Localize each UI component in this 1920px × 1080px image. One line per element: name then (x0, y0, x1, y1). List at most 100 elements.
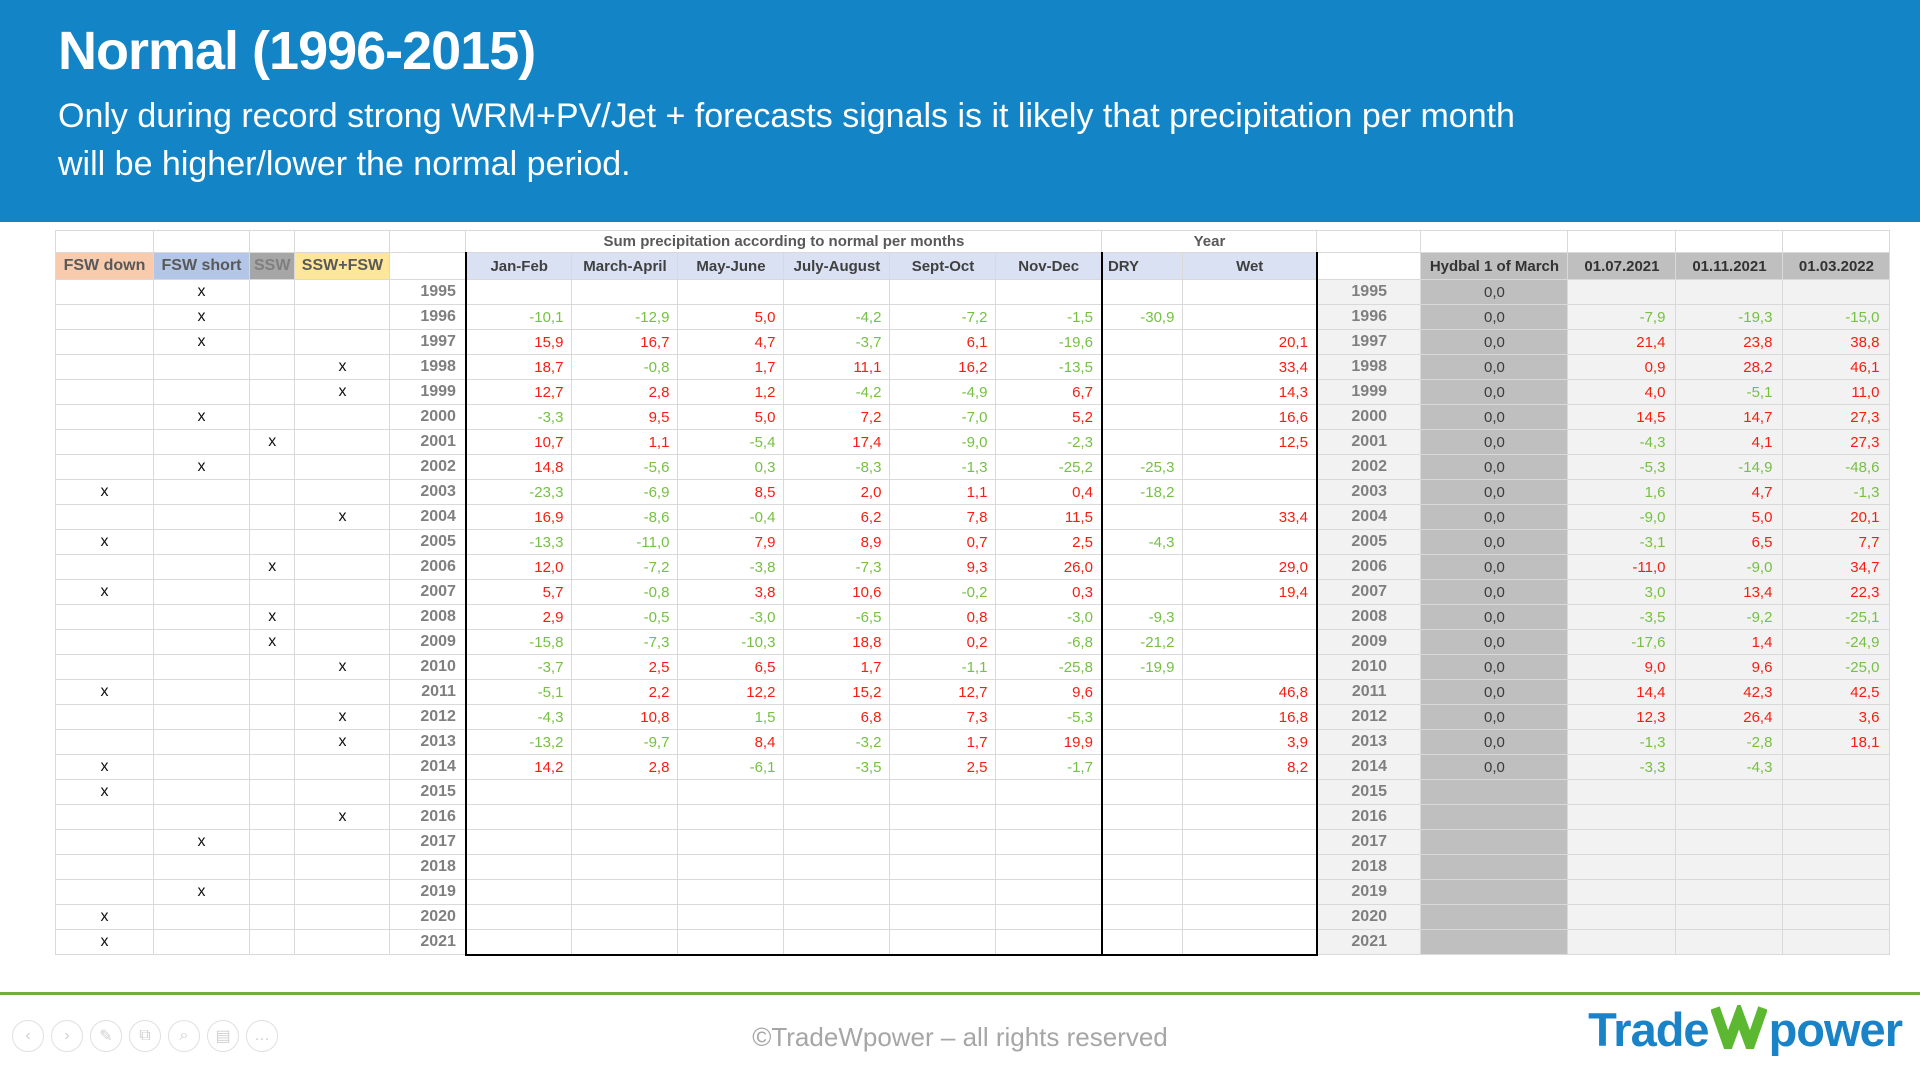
dry-value-cell: -19,9 (1100, 654, 1184, 680)
year-cell: 1996 (389, 304, 467, 330)
header-may-june: May-June (677, 252, 785, 280)
mark-cell (248, 654, 296, 680)
month-value-cell: 8,4 (677, 729, 785, 755)
year-cell: 2002 (389, 454, 467, 480)
forecast-value-cell: 42,3 (1675, 679, 1784, 705)
year-cell: 2015 (1316, 779, 1422, 805)
dry-value-cell (1100, 404, 1184, 430)
month-value-cell: 10,7 (464, 429, 573, 455)
forecast-value-cell: -5,1 (1675, 379, 1784, 405)
table-row: x 2001 10,7 1,1 -5,4 17,4 -9,0 -2,3 12,5 2001 0,0-… (55, 429, 1891, 455)
mark-cell: x (294, 804, 391, 830)
forecast-value-cell: 3,0 (1567, 579, 1677, 605)
wet-value-cell (1182, 854, 1318, 880)
forecast-value-cell: -1,3 (1782, 479, 1891, 505)
mark-cell (153, 529, 250, 555)
month-value-cell: -10,1 (464, 304, 573, 330)
month-value-cell (995, 904, 1103, 930)
forecast-value-cell (1567, 929, 1677, 955)
month-value-cell (464, 904, 573, 930)
forecast-value-cell: -11,0 (1567, 554, 1677, 580)
month-value-cell: 18,7 (464, 354, 573, 380)
forecast-value-cell: 14,4 (1567, 679, 1677, 705)
forecast-value-cell: 27,3 (1782, 404, 1891, 430)
year-cell: 2010 (389, 654, 467, 680)
table-row: x 2021 2021 (55, 929, 1891, 956)
mark-cell (248, 304, 296, 330)
wet-value-cell (1182, 829, 1318, 855)
header-march-april: March-April (571, 252, 679, 280)
mark-cell: x (55, 779, 154, 805)
forecast-value-cell: -5,3 (1567, 454, 1677, 480)
month-value-cell: 0,3 (677, 454, 785, 480)
copyright-text: ©TradeWpower – all rights reserved (752, 1022, 1168, 1052)
forecast-value-cell: 22,3 (1782, 579, 1891, 605)
mark-cell (55, 704, 154, 730)
dry-value-cell: -21,2 (1100, 629, 1184, 655)
hydbal-value-cell: 0,0 (1420, 579, 1569, 605)
month-value-cell: 5,7 (464, 579, 573, 605)
forecast-value-cell: 1,4 (1675, 629, 1784, 655)
year-cell: 1996 (1316, 304, 1422, 330)
blank-cell (389, 252, 467, 280)
mark-cell: x (153, 329, 250, 355)
mark-cell (248, 579, 296, 605)
table-row: x 1997 15,9 16,7 4,7 -3,7 6,1 -19,6 20,1 1997 0,0 2… (55, 329, 1891, 355)
forecast-value-cell: 34,7 (1782, 554, 1891, 580)
hydbal-value-cell: 0,0 (1420, 404, 1569, 430)
header-ssw-fsw: SSW+FSW (294, 252, 391, 280)
slide-sorter-icon[interactable]: ⧉ (129, 1020, 161, 1052)
month-value-cell: -0,2 (889, 579, 997, 605)
month-value-cell: -3,8 (677, 554, 785, 580)
blank-cell (1316, 252, 1422, 280)
hydbal-value-cell: 0,0 (1420, 504, 1569, 530)
month-value-cell (889, 804, 997, 830)
slide-title: Normal (1996-2015) (58, 21, 536, 81)
hydbal-value-cell: 0,0 (1420, 604, 1569, 630)
prev-slide-icon[interactable]: ‹ (12, 1020, 44, 1052)
mark-cell: x (153, 879, 250, 905)
year-cell: 1997 (1316, 329, 1422, 355)
forecast-value-cell: 5,0 (1675, 504, 1784, 530)
presenter-view-icon[interactable]: ▤ (207, 1020, 239, 1052)
mark-cell (153, 679, 250, 705)
month-value-cell (995, 804, 1103, 830)
dry-value-cell (1100, 804, 1184, 830)
month-value-cell (783, 904, 891, 930)
forecast-value-cell: 28,2 (1675, 354, 1784, 380)
hydbal-value-cell (1420, 904, 1569, 930)
table-row: x 2009 -15,8 -7,3 -10,3 18,8 0,2 -6,8 -21,2 2009 0… (55, 629, 1891, 655)
mark-cell (153, 804, 250, 830)
forecast-value-cell: 7,7 (1782, 529, 1891, 555)
dry-value-cell (1100, 854, 1184, 880)
mark-cell: x (294, 379, 391, 405)
table-row: x 2012 -4,3 10,8 1,5 6,8 7,3 -5,3 16,8 2012 0,0 12,… (55, 704, 1891, 730)
table-row: x 2020 2020 (55, 904, 1891, 930)
hydbal-value-cell: 0,0 (1420, 529, 1569, 555)
logo-w-icon (1710, 1004, 1767, 1049)
month-value-cell: -6,9 (571, 479, 679, 505)
pen-icon[interactable]: ✎ (90, 1020, 122, 1052)
hydbal-value-cell: 0,0 (1420, 354, 1569, 380)
month-value-cell (464, 829, 573, 855)
zoom-icon[interactable]: ⌕ (168, 1020, 200, 1052)
month-value-cell: -7,2 (889, 304, 997, 330)
hydbal-value-cell: 0,0 (1420, 329, 1569, 355)
year-cell: 2012 (1316, 704, 1422, 730)
more-options-icon[interactable]: … (246, 1020, 278, 1052)
month-value-cell: -3,0 (677, 604, 785, 630)
month-value-cell (571, 779, 679, 805)
hydbal-value-cell (1420, 879, 1569, 905)
next-slide-icon[interactable]: › (51, 1020, 83, 1052)
month-value-cell: 11,1 (783, 354, 891, 380)
wet-value-cell (1182, 604, 1318, 630)
month-value-cell: 4,7 (677, 329, 785, 355)
wet-value-cell: 8,2 (1182, 754, 1318, 780)
month-value-cell (571, 904, 679, 930)
mark-cell: x (55, 754, 154, 780)
year-cell: 2003 (1316, 479, 1422, 505)
month-value-cell: -5,3 (995, 704, 1103, 730)
dry-value-cell (1100, 429, 1184, 455)
header-fsw-down: FSW down (55, 252, 154, 280)
mark-cell: x (248, 554, 296, 580)
